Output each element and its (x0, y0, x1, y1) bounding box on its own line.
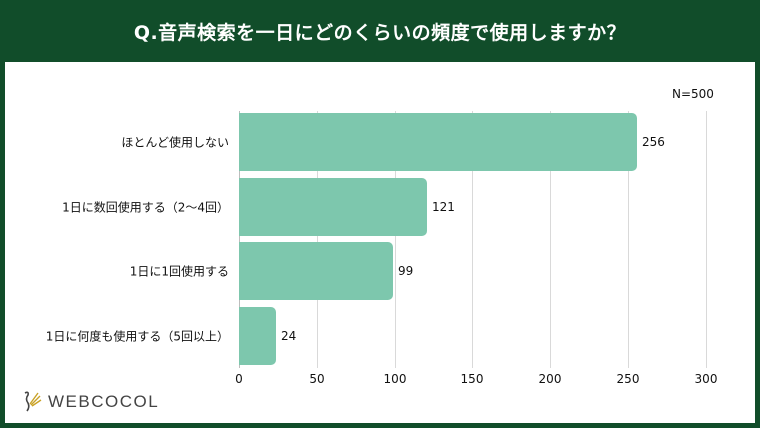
x-tick: 0 (235, 372, 243, 386)
category-label: 1日に1回使用する (129, 264, 229, 279)
gridline-100 (395, 111, 396, 368)
bar-few-times-daily (239, 178, 427, 236)
chart-title-banner: Q.音声検索を一日にどのくらいの頻度で使用しますか？ (0, 0, 760, 62)
sample-size-label: N=500 (672, 87, 714, 101)
x-tick: 300 (694, 372, 718, 386)
value-label: 24 (281, 329, 297, 343)
gridline-300 (706, 111, 707, 368)
gridline-250 (628, 111, 629, 368)
gridline-50 (317, 111, 318, 368)
bird-wheat-icon (24, 391, 42, 412)
bar-once-daily (239, 242, 393, 300)
bar-rarely (239, 113, 637, 171)
category-label: 1日に数回使用する（2〜4回） (62, 200, 229, 215)
x-tick: 50 (309, 372, 325, 386)
x-tick: 150 (460, 372, 484, 386)
category-label: ほとんど使用しない (121, 135, 229, 150)
plot-area: 256 121 99 24 (239, 111, 707, 368)
value-label: 99 (398, 264, 414, 278)
x-tick: 200 (538, 372, 562, 386)
gridline-0 (239, 111, 240, 368)
x-tick: 250 (616, 372, 640, 386)
logo-text: WEBCOCOL (48, 392, 160, 411)
value-label: 256 (642, 135, 665, 149)
bar-many-times-daily (239, 307, 276, 365)
chart-title: Q.音声検索を一日にどのくらいの頻度で使用しますか？ (133, 21, 627, 44)
gridline-150 (472, 111, 473, 368)
x-tick: 100 (383, 372, 407, 386)
value-label: 121 (432, 200, 455, 214)
gridline-200 (550, 111, 551, 368)
webcocol-logo: WEBCOCOL (22, 390, 159, 414)
category-label: 1日に何度も使用する（5回以上） (45, 329, 229, 344)
